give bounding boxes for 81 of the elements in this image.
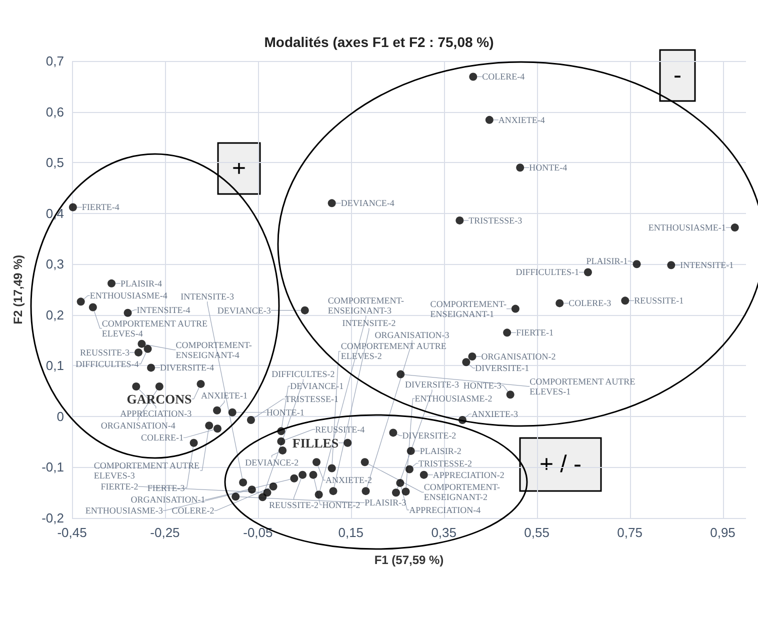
data-label: PLAISIR-1 — [586, 256, 628, 266]
data-label: INTENSITE-1 — [680, 260, 734, 270]
data-label: ORGANISATION-2 — [481, 352, 556, 362]
data-label: ENTHOUSIASME-3 — [85, 506, 164, 516]
annotation: - — [674, 62, 682, 89]
data-label: FIERTE-2 — [100, 482, 138, 492]
data-label: HONTE-2 — [322, 500, 360, 510]
data-label: DIVERSITE-4 — [160, 362, 215, 373]
data-label: TRISTESSE-2 — [418, 458, 472, 468]
x-tick-label: 0,55 — [524, 525, 550, 540]
data-label: DIVERSITE-2 — [402, 430, 456, 441]
y-tick-label: 0,1 — [46, 358, 64, 374]
data-label: COMPORTEMENT- ENSEIGNANT-4 — [176, 340, 252, 360]
chart-title: Modalités (axes F1 et F2 : 75,08 %) — [264, 34, 494, 50]
data-label: INTENSITE-3 — [180, 291, 235, 302]
data-label: FIERTE-1 — [516, 328, 554, 338]
data-label: ANXIETE-1 — [201, 390, 248, 400]
data-label: APPRECIATION-4 — [409, 504, 482, 515]
data-label: ORGANISATION-3 — [374, 330, 450, 340]
x-tick-label: 0,75 — [617, 525, 642, 540]
data-label: COMPORTEMENT- ENSEIGNANT-3 — [328, 296, 404, 316]
data-label: ENTHOUSIASME-2 — [414, 394, 492, 404]
data-label: REUSSITE-2 — [269, 500, 319, 510]
x-tick-label: -0,25 — [150, 525, 180, 540]
data-label: INTENSITE-4 — [136, 304, 191, 315]
data-label: REUSSITE-4 — [315, 424, 366, 434]
data-label: PLAISIR-3 — [364, 498, 407, 508]
data-label: HONTE-4 — [529, 162, 568, 173]
data-label: PLAISIR-2 — [420, 446, 462, 456]
data-label: ENTHOUSIASME-4 — [90, 290, 168, 301]
data-label: DEVIANCE-2 — [245, 457, 299, 468]
data-label: DEVIANCE-3 — [217, 305, 272, 316]
data-label: INTENSITE-2 — [342, 318, 396, 328]
x-tick-label: 0,15 — [338, 525, 364, 540]
data-label: TRISTESSE-3 — [468, 215, 523, 226]
y-tick-label: -0,2 — [42, 510, 64, 526]
data-label: COMPORTEMENT AUTRE ELEVES-1 — [530, 376, 636, 396]
y-axis-title: F2 (17,49 %) — [11, 254, 25, 324]
data-label: DIFFICULTES-2 — [272, 369, 335, 380]
y-tick-label: 0,3 — [46, 256, 64, 272]
data-label: GARCONS — [126, 391, 192, 406]
data-label: ANXIETE-3 — [471, 409, 518, 419]
x-tick-label: 0,95 — [710, 525, 736, 540]
y-tick-label: 0,7 — [46, 54, 64, 68]
data-label: DIFFICULTES-1 — [516, 267, 579, 278]
y-tick-label: -0,1 — [42, 460, 64, 475]
data-label: COLERE-1 — [140, 432, 184, 443]
x-axis-title: F1 (57,59 %) — [374, 553, 444, 567]
data-label: TRISTESSE-1 — [284, 394, 338, 404]
data-label: COLERE-2 — [172, 506, 214, 516]
data-label: REUSSITE-1 — [634, 296, 684, 306]
data-label: DIVERSITE-1 — [475, 363, 530, 374]
data-label: FILLES — [292, 435, 339, 450]
data-label: COMPORTEMENT AUTRE ELEVES-3 — [94, 460, 200, 481]
y-tick-label: 0,5 — [46, 155, 64, 170]
y-tick-label: 0 — [56, 408, 64, 424]
y-tick-label: 0,6 — [46, 104, 64, 120]
data-label: DEVIANCE-4 — [340, 198, 395, 208]
data-label: FIERTE-3 — [147, 482, 186, 493]
data-label: COMPORTEMENT- ENSEIGNANT-2 — [424, 482, 500, 502]
data-label: PLAISIR-4 — [120, 278, 163, 288]
annotation: + — [232, 155, 246, 182]
data-label: ANXIETE-4 — [498, 114, 546, 125]
data-label: COLERE-3 — [568, 298, 612, 308]
data-label: COMPORTEMENT- ENSEIGNANT-1 — [430, 298, 506, 319]
x-tick-label: -0,45 — [57, 525, 87, 540]
data-label: COLERE-4 — [482, 72, 526, 82]
y-tick-label: 0,2 — [46, 307, 64, 322]
x-tick-label: 0,35 — [431, 525, 457, 540]
data-label: ORGANISATION-1 — [130, 494, 206, 504]
data-label: DIVERSITE-3 — [404, 380, 460, 390]
data-label: ORGANISATION-4 — [100, 420, 176, 430]
data-label: HONTE-3 — [463, 380, 502, 391]
data-label: COMPORTEMENT AUTRE ELEVES-4 — [102, 318, 208, 338]
data-label: ENTHOUSIASME-1 — [648, 222, 726, 233]
data-label: REUSSITE-3 — [80, 347, 130, 358]
data-label: DIFFICULTES-4 — [76, 358, 140, 369]
data-label: FIERTE-4 — [82, 202, 120, 212]
data-label: APPRECIATION-2 — [432, 470, 504, 480]
data-label: HONTE-1 — [266, 407, 304, 418]
x-tick-label: -0,05 — [243, 525, 273, 540]
